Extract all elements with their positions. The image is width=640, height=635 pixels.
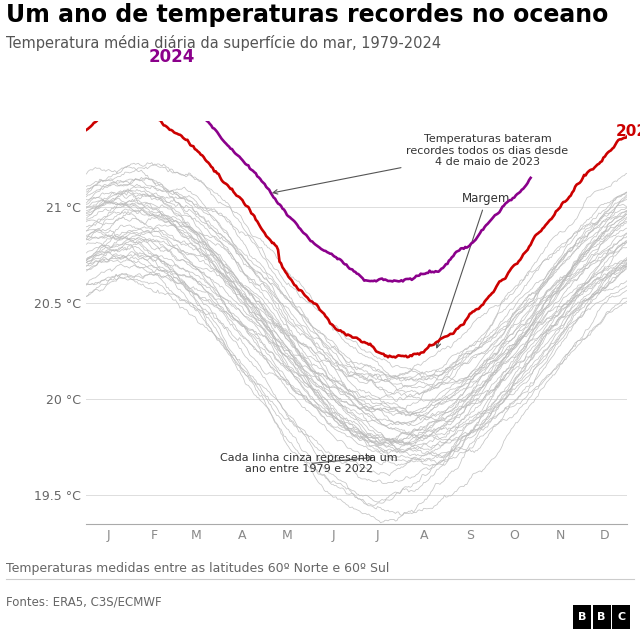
Text: Temperaturas bateram
recordes todos os dias desde
4 de maio de 2023: Temperaturas bateram recordes todos os d… <box>273 134 568 194</box>
Text: Fontes: ERA5, C3S/ECMWF: Fontes: ERA5, C3S/ECMWF <box>6 596 162 608</box>
Text: Um ano de temperaturas recordes no oceano: Um ano de temperaturas recordes no ocean… <box>6 3 609 27</box>
Text: Cada linha cinza representa um
ano entre 1979 e 2022: Cada linha cinza representa um ano entre… <box>220 453 398 474</box>
Text: Margem: Margem <box>436 192 511 348</box>
Text: 2023: 2023 <box>615 124 640 139</box>
Text: B: B <box>597 612 606 622</box>
Text: 2024: 2024 <box>149 48 195 66</box>
Text: B: B <box>577 612 586 622</box>
Text: C: C <box>618 612 625 622</box>
Text: Temperaturas medidas entre as latitudes 60º Norte e 60º Sul: Temperaturas medidas entre as latitudes … <box>6 562 390 575</box>
Text: Temperatura média diária da superfície do mar, 1979-2024: Temperatura média diária da superfície d… <box>6 35 442 51</box>
